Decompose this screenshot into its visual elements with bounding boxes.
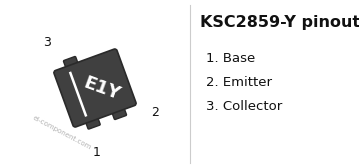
Text: 2: 2 (151, 106, 159, 118)
Text: el-component.com: el-component.com (32, 115, 92, 151)
Text: 3. Collector: 3. Collector (206, 99, 282, 113)
FancyBboxPatch shape (54, 49, 136, 127)
Text: E1Y: E1Y (81, 74, 123, 104)
Text: 1. Base: 1. Base (206, 52, 255, 65)
Text: KSC2859-Y pinout: KSC2859-Y pinout (200, 14, 359, 30)
FancyBboxPatch shape (111, 104, 126, 119)
Text: 2. Emitter: 2. Emitter (206, 75, 272, 89)
Text: 1: 1 (93, 145, 101, 158)
FancyBboxPatch shape (84, 114, 100, 129)
FancyBboxPatch shape (64, 56, 79, 72)
Text: 3: 3 (43, 35, 51, 49)
